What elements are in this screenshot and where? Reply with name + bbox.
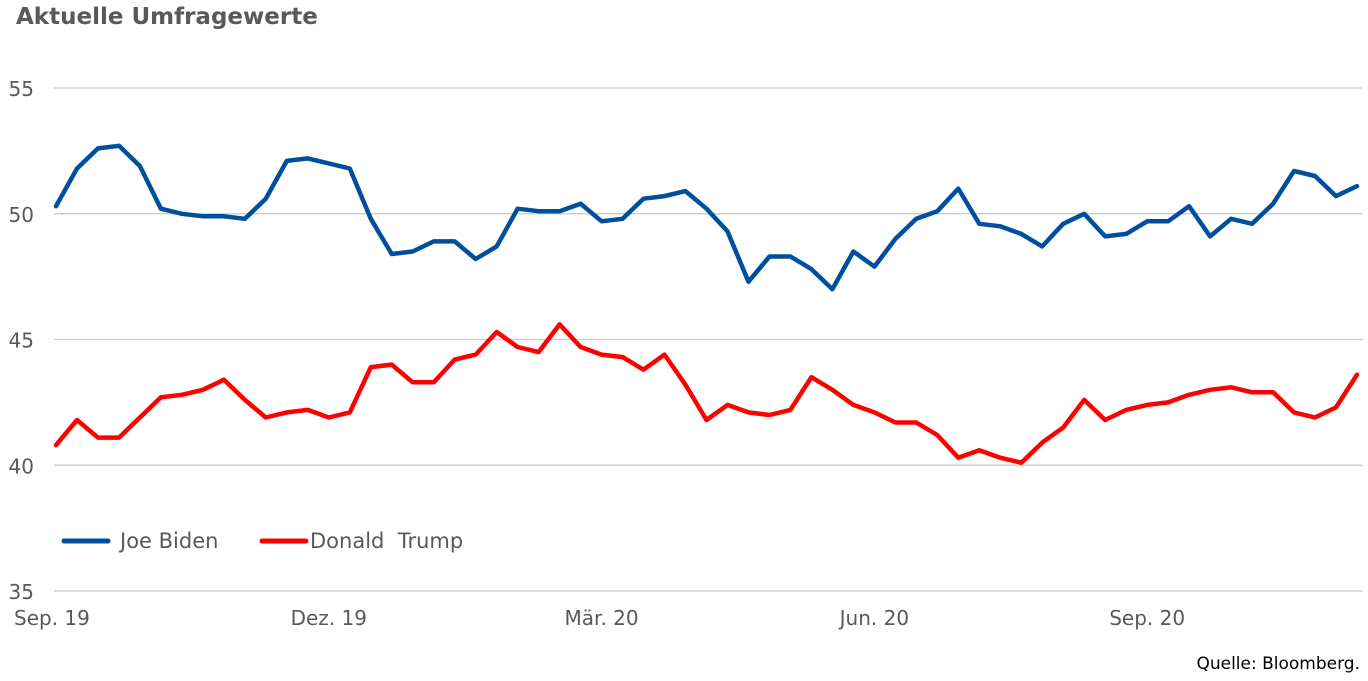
x-axis-ticks: Sep. 19 Dez. 19 Mär. 20 Jun. 20 Sep. 20 — [14, 606, 1185, 630]
gridlines — [54, 87, 1363, 592]
y-tick-label: 55 — [9, 77, 34, 101]
legend-label-joe-biden: Joe Biden — [118, 529, 218, 553]
source-note: Quelle: Bloomberg. — [1196, 654, 1360, 674]
y-tick-label: 50 — [9, 203, 34, 227]
legend-label-donald-trump: Donald Trump — [310, 529, 463, 553]
series-lines — [53, 143, 1360, 465]
series-line-joe-biden — [53, 143, 1360, 292]
x-tick-label: Mär. 20 — [565, 606, 639, 630]
y-axis-ticks: 35 40 45 50 55 — [9, 77, 34, 604]
x-tick-label: Sep. 20 — [1109, 606, 1185, 630]
series-line-donald-trump — [53, 322, 1360, 465]
y-tick-label: 35 — [9, 580, 34, 604]
chart-title: Aktuelle Umfragewerte — [16, 4, 318, 30]
x-tick-label: Dez. 19 — [291, 606, 367, 630]
x-tick-label: Sep. 19 — [14, 606, 90, 630]
y-tick-label: 45 — [9, 329, 34, 353]
y-tick-label: 40 — [9, 454, 34, 478]
x-tick-label: Jun. 20 — [838, 606, 909, 630]
legend: Joe Biden Donald Trump — [61, 529, 463, 553]
